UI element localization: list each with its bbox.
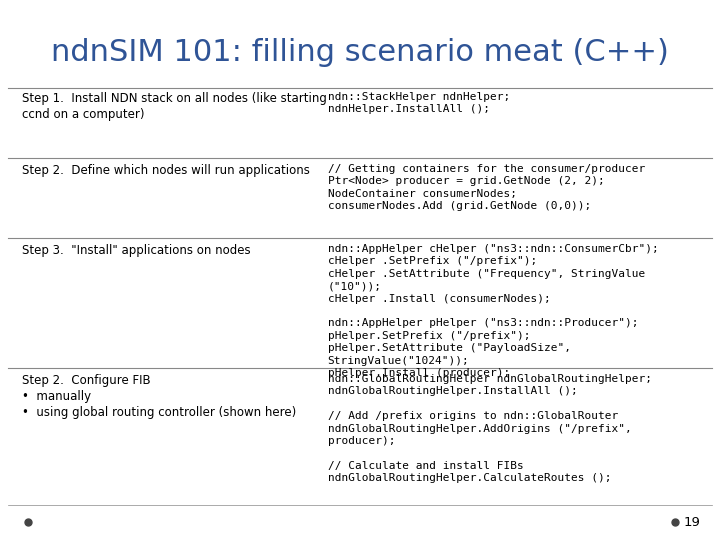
Text: Step 1.  Install NDN stack on all nodes (like starting
ccnd on a computer): Step 1. Install NDN stack on all nodes (…	[22, 92, 326, 121]
Text: // Getting containers for the consumer/producer
Ptr<Node> producer = grid.GetNod: // Getting containers for the consumer/p…	[328, 164, 645, 211]
Text: ndn::StackHelper ndnHelper;
ndnHelper.InstallAll ();: ndn::StackHelper ndnHelper; ndnHelper.In…	[328, 92, 510, 114]
Text: ndnSIM 101: filling scenario meat (C++): ndnSIM 101: filling scenario meat (C++)	[51, 38, 669, 67]
Text: Step 3.  "Install" applications on nodes: Step 3. "Install" applications on nodes	[22, 244, 251, 257]
Text: Step 2.  Configure FIB
•  manually
•  using global routing controller (shown her: Step 2. Configure FIB • manually • using…	[22, 374, 296, 419]
Text: ndn::AppHelper cHelper ("ns3::ndn::ConsumerCbr");
cHelper .SetPrefix ("/prefix"): ndn::AppHelper cHelper ("ns3::ndn::Consu…	[328, 244, 658, 378]
Text: ndn::GlobalRoutingHelper ndnGlobalRoutingHelper;
ndnGlobalRoutingHelper.InstallA: ndn::GlobalRoutingHelper ndnGlobalRoutin…	[328, 374, 652, 483]
Text: Step 2.  Define which nodes will run applications: Step 2. Define which nodes will run appl…	[22, 164, 310, 177]
Text: 19: 19	[684, 516, 701, 529]
